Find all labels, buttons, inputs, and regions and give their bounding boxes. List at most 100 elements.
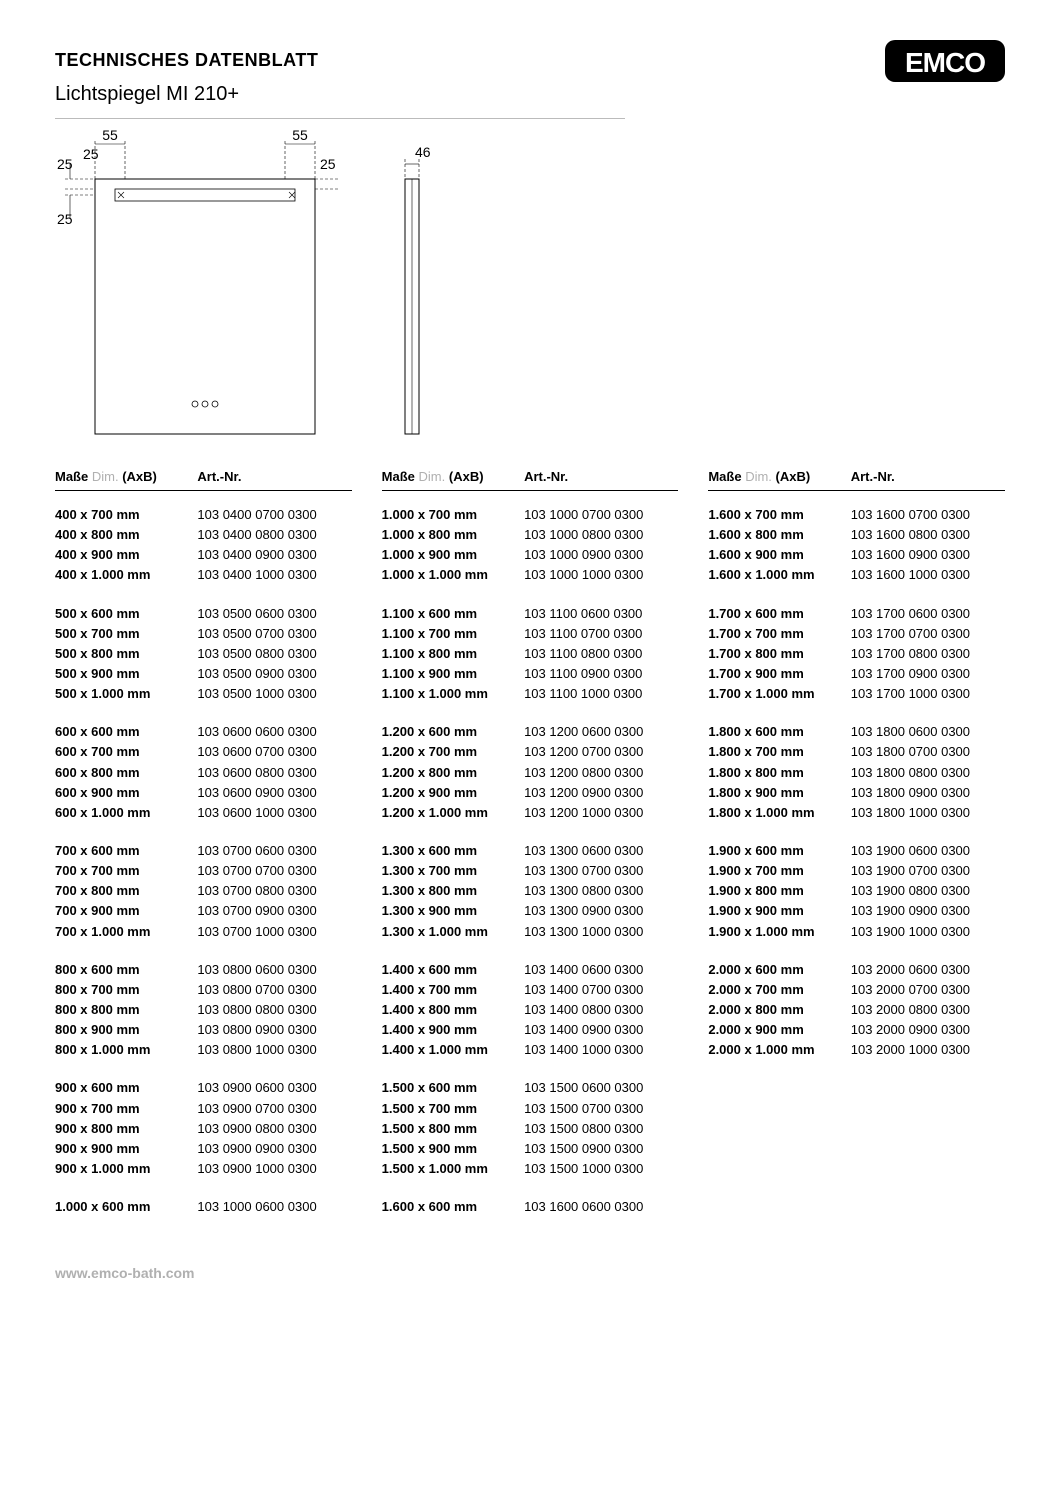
cell-dim: 700 x 900 mm [55,901,197,921]
row-group: 1.200 x 600 mm103 1200 0600 03001.200 x … [382,722,679,823]
cell-dim: 1.700 x 700 mm [708,624,850,644]
cell-dim: 1.700 x 600 mm [708,604,850,624]
cell-art: 103 0600 0900 0300 [197,783,351,803]
dim-left-top: 25 [57,156,73,172]
cell-art: 103 0400 0700 0300 [197,505,351,525]
cell-dim: 1.700 x 1.000 mm [708,684,850,704]
cell-art: 103 0400 0900 0300 [197,545,351,565]
table-row: 1.700 x 700 mm103 1700 0700 0300 [708,624,1005,644]
cell-art: 103 0700 0600 0300 [197,841,351,861]
cell-dim: 1.800 x 600 mm [708,722,850,742]
cell-dim: 1.400 x 800 mm [382,1000,524,1020]
table-row: 700 x 700 mm103 0700 0700 0300 [55,861,352,881]
table-column: Maße Dim. (AxB)Art.-Nr.1.600 x 700 mm103… [708,469,1005,1235]
cell-art: 103 0800 1000 0300 [197,1040,351,1060]
table-row: 1.900 x 1.000 mm103 1900 1000 0300 [708,922,1005,942]
cell-dim: 1.200 x 700 mm [382,742,524,762]
table-header: Maße Dim. (AxB)Art.-Nr. [382,469,679,491]
cell-art: 103 0800 0900 0300 [197,1020,351,1040]
cell-dim: 500 x 1.000 mm [55,684,197,704]
table-row: 600 x 600 mm103 0600 0600 0300 [55,722,352,742]
row-group: 1.100 x 600 mm103 1100 0600 03001.100 x … [382,604,679,705]
cell-dim: 1.800 x 800 mm [708,763,850,783]
table-row: 1.800 x 900 mm103 1800 0900 0300 [708,783,1005,803]
doc-title: TECHNISCHES DATENBLATT [55,50,865,71]
cell-art: 103 1400 0700 0300 [524,980,678,1000]
cell-dim: 1.800 x 700 mm [708,742,850,762]
cell-dim: 900 x 1.000 mm [55,1159,197,1179]
table-row: 1.800 x 800 mm103 1800 0800 0300 [708,763,1005,783]
table-row: 2.000 x 700 mm103 2000 0700 0300 [708,980,1005,1000]
cell-art: 103 1700 0800 0300 [851,644,1005,664]
cell-art: 103 1900 0800 0300 [851,881,1005,901]
cell-art: 103 1100 1000 0300 [524,684,678,704]
cell-art: 103 0800 0800 0300 [197,1000,351,1020]
cell-art: 103 1300 0600 0300 [524,841,678,861]
col-header-dim: Maße Dim. (AxB) [708,469,850,484]
cell-dim: 500 x 700 mm [55,624,197,644]
cell-dim: 1.100 x 800 mm [382,644,524,664]
header: TECHNISCHES DATENBLATT Lichtspiegel MI 2… [55,50,1005,118]
table-row: 1.300 x 1.000 mm103 1300 1000 0300 [382,922,679,942]
cell-art: 103 0500 0900 0300 [197,664,351,684]
cell-art: 103 0700 1000 0300 [197,922,351,942]
col-header-art: Art.-Nr. [851,469,1005,484]
cell-dim: 1.600 x 800 mm [708,525,850,545]
cell-art: 103 2000 0800 0300 [851,1000,1005,1020]
table-row: 1.800 x 700 mm103 1800 0700 0300 [708,742,1005,762]
cell-dim: 700 x 1.000 mm [55,922,197,942]
cell-dim: 900 x 800 mm [55,1119,197,1139]
cell-dim: 2.000 x 1.000 mm [708,1040,850,1060]
cell-art: 103 1500 0700 0300 [524,1099,678,1119]
cell-art: 103 1500 0900 0300 [524,1139,678,1159]
table-row: 600 x 700 mm103 0600 0700 0300 [55,742,352,762]
table-row: 1.800 x 600 mm103 1800 0600 0300 [708,722,1005,742]
table-row: 800 x 800 mm103 0800 0800 0300 [55,1000,352,1020]
row-group: 800 x 600 mm103 0800 0600 0300800 x 700 … [55,960,352,1061]
cell-art: 103 1100 0800 0300 [524,644,678,664]
cell-dim: 500 x 900 mm [55,664,197,684]
cell-art: 103 1000 0600 0300 [197,1197,351,1217]
row-group: 700 x 600 mm103 0700 0600 0300700 x 700 … [55,841,352,942]
cell-dim: 1.400 x 900 mm [382,1020,524,1040]
dim-left-inner: 25 [83,146,99,162]
cell-dim: 900 x 700 mm [55,1099,197,1119]
row-group: 1.900 x 600 mm103 1900 0600 03001.900 x … [708,841,1005,942]
cell-art: 103 0600 1000 0300 [197,803,351,823]
cell-dim: 1.200 x 800 mm [382,763,524,783]
cell-art: 103 0400 0800 0300 [197,525,351,545]
cell-dim: 1.300 x 800 mm [382,881,524,901]
table-row: 500 x 800 mm103 0500 0800 0300 [55,644,352,664]
cell-art: 103 1600 0800 0300 [851,525,1005,545]
table-row: 800 x 900 mm103 0800 0900 0300 [55,1020,352,1040]
row-group: 600 x 600 mm103 0600 0600 0300600 x 700 … [55,722,352,823]
dim-right-inner: 25 [320,156,336,172]
table-row: 1.500 x 800 mm103 1500 0800 0300 [382,1119,679,1139]
cell-dim: 1.400 x 600 mm [382,960,524,980]
table-row: 700 x 900 mm103 0700 0900 0300 [55,901,352,921]
cell-art: 103 1900 0900 0300 [851,901,1005,921]
cell-dim: 800 x 700 mm [55,980,197,1000]
cell-dim: 1.600 x 700 mm [708,505,850,525]
cell-art: 103 0900 0700 0300 [197,1099,351,1119]
cell-art: 103 0400 1000 0300 [197,565,351,585]
cell-dim: 600 x 900 mm [55,783,197,803]
cell-art: 103 1100 0600 0300 [524,604,678,624]
table-row: 1.400 x 600 mm103 1400 0600 0300 [382,960,679,980]
cell-dim: 400 x 800 mm [55,525,197,545]
cell-art: 103 1900 0700 0300 [851,861,1005,881]
cell-art: 103 1800 0600 0300 [851,722,1005,742]
cell-art: 103 1600 0700 0300 [851,505,1005,525]
cell-art: 103 1000 0800 0300 [524,525,678,545]
cell-dim: 800 x 800 mm [55,1000,197,1020]
cell-art: 103 1600 1000 0300 [851,565,1005,585]
table-row: 1.100 x 1.000 mm103 1100 1000 0300 [382,684,679,704]
cell-dim: 1.500 x 700 mm [382,1099,524,1119]
cell-dim: 1.600 x 1.000 mm [708,565,850,585]
cell-dim: 1.600 x 900 mm [708,545,850,565]
table-row: 800 x 600 mm103 0800 0600 0300 [55,960,352,980]
cell-dim: 2.000 x 700 mm [708,980,850,1000]
logo: EMCO [885,40,1005,87]
table-row: 1.600 x 800 mm103 1600 0800 0300 [708,525,1005,545]
cell-art: 103 1300 0700 0300 [524,861,678,881]
